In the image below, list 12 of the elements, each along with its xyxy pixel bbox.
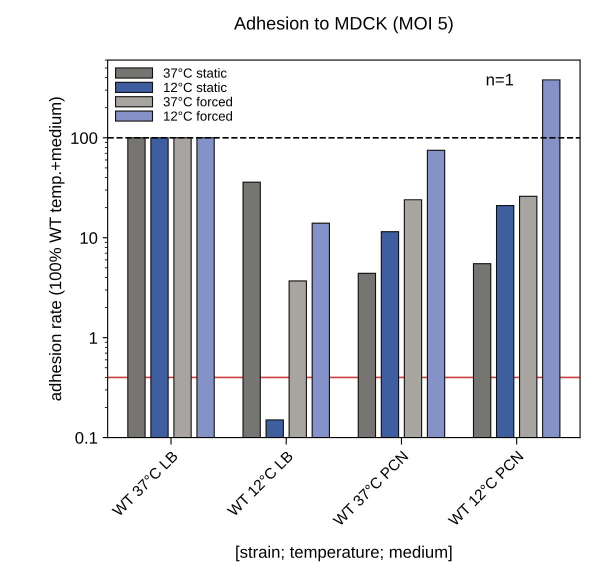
annotation: n=1 — [486, 74, 514, 86]
legend-label: 37°C static — [164, 68, 227, 78]
y-tick-label: 10 — [80, 232, 98, 244]
y-tick-label: 100 — [71, 132, 98, 144]
y-tick-label: 0.1 — [75, 432, 98, 444]
x-axis-title: [strain; temperature; medium] — [236, 546, 452, 562]
legend-label: 12°C forced — [164, 111, 232, 121]
legend-label: 12°C static — [164, 82, 227, 92]
chart-title: Adhesion to MDCK (MOI 5) — [234, 16, 453, 34]
legend-label: 37°C forced — [164, 96, 232, 106]
y-tick-label: 1 — [90, 332, 98, 344]
y-axis-title: adhesion rate (100% WT temp.+medium) — [49, 97, 65, 401]
